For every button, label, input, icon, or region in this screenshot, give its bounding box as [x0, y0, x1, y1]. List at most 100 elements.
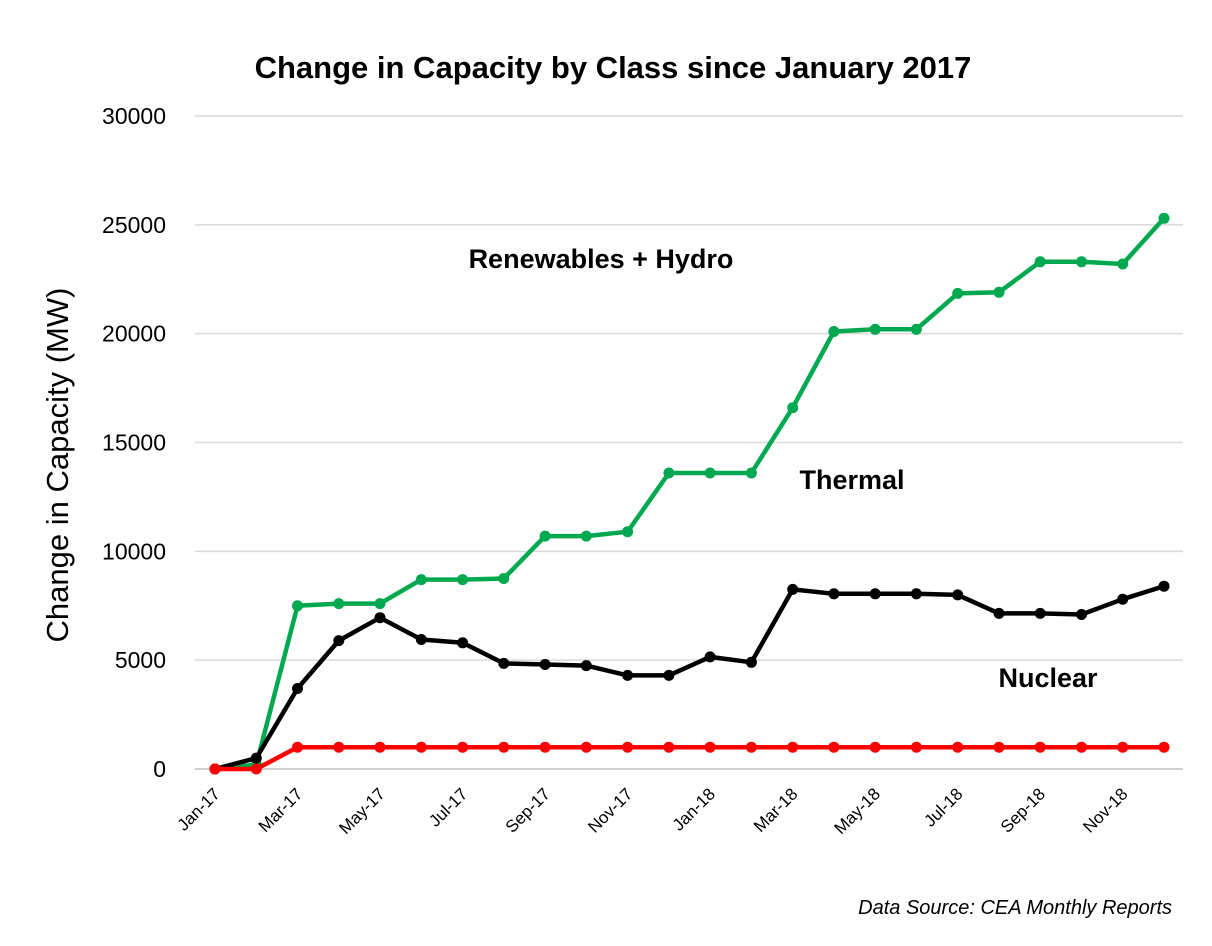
data-point-renewables-hydro — [663, 467, 675, 479]
data-point-renewables-hydro — [580, 530, 592, 542]
series-label-nuclear: Nuclear — [998, 663, 1098, 693]
data-point-nuclear — [374, 741, 386, 753]
data-point-nuclear — [457, 741, 469, 753]
data-point-nuclear — [539, 741, 551, 753]
data-point-nuclear — [910, 741, 922, 753]
data-point-renewables-hydro — [1158, 212, 1170, 224]
data-point-renewables-hydro — [787, 402, 799, 414]
x-tick-label: Jan-18 — [669, 784, 719, 834]
data-point-renewables-hydro — [1076, 256, 1087, 268]
data-point-nuclear — [704, 741, 716, 753]
data-point-nuclear — [1117, 741, 1129, 753]
data-point-thermal — [787, 583, 799, 595]
data-point-thermal — [539, 659, 551, 670]
data-point-thermal — [952, 589, 964, 601]
x-tick-label: Jul-17 — [425, 784, 471, 830]
data-point-thermal — [498, 657, 510, 669]
x-tick-label: Jan-17 — [174, 784, 224, 834]
data-point-nuclear — [1158, 741, 1170, 753]
x-tick-label: Sep-18 — [997, 784, 1049, 836]
data-point-thermal — [1076, 609, 1087, 620]
data-point-nuclear — [622, 741, 634, 753]
series-label-renewables: Renewables + Hydro — [469, 244, 734, 274]
series-line-renewables-hydro — [212, 216, 1167, 772]
data-point-thermal — [1034, 607, 1046, 619]
y-tick-label: 5000 — [115, 647, 166, 673]
data-point-renewables-hydro — [1117, 258, 1129, 270]
x-tick-label: Nov-17 — [584, 784, 636, 836]
data-point-nuclear — [498, 741, 510, 753]
data-point-renewables-hydro — [292, 600, 303, 612]
y-tick-label: 15000 — [102, 430, 166, 456]
data-point-renewables-hydro — [828, 326, 840, 337]
series-line-nuclear — [212, 744, 1167, 772]
y-axis-ticks: 0 5000 10000 15000 20000 25000 30000 — [102, 103, 166, 782]
data-point-nuclear — [580, 741, 592, 753]
data-point-renewables-hydro — [457, 574, 469, 586]
series-nuclear — [209, 741, 1170, 775]
data-point-thermal — [910, 588, 922, 600]
x-axis-ticks: Jan-17 Mar-17 May-17 Jul-17 Sep-17 Nov-17 Jan-… — [174, 784, 1132, 838]
data-point-nuclear — [1076, 741, 1087, 753]
data-point-thermal — [250, 752, 262, 764]
data-point-renewables-hydro — [498, 573, 510, 584]
x-tick-label: Sep-17 — [502, 784, 554, 836]
data-point-thermal — [1158, 580, 1170, 592]
data-point-nuclear — [993, 741, 1005, 753]
data-source-note: Data Source: CEA Monthly Reports — [858, 897, 1172, 919]
y-tick-label: 20000 — [102, 321, 166, 347]
data-point-renewables-hydro — [952, 287, 964, 299]
data-point-thermal — [374, 612, 386, 624]
data-point-renewables-hydro — [539, 530, 551, 542]
data-point-renewables-hydro — [1034, 256, 1046, 268]
data-point-thermal — [828, 588, 840, 600]
y-tick-label: 10000 — [102, 538, 166, 564]
data-point-renewables-hydro — [374, 598, 386, 610]
data-point-thermal — [292, 683, 303, 694]
data-point-thermal — [622, 669, 634, 681]
data-point-thermal — [993, 607, 1005, 619]
data-point-thermal — [869, 588, 881, 600]
data-point-renewables-hydro — [333, 598, 345, 610]
data-point-thermal — [580, 660, 592, 672]
data-point-nuclear — [415, 741, 427, 753]
series-label-thermal: Thermal — [799, 465, 904, 495]
data-point-nuclear — [333, 741, 345, 753]
x-tick-label: Jul-18 — [920, 784, 966, 830]
data-point-nuclear — [1034, 741, 1046, 753]
data-point-thermal — [1117, 593, 1129, 605]
y-axis-label: Change in Capacity (MW) — [40, 288, 75, 643]
data-point-nuclear — [209, 763, 221, 775]
series-line-thermal — [212, 583, 1167, 772]
data-point-nuclear — [250, 763, 262, 775]
data-point-thermal — [415, 634, 427, 645]
data-point-nuclear — [663, 741, 675, 753]
data-point-nuclear — [745, 741, 757, 753]
data-point-nuclear — [828, 741, 840, 753]
data-point-thermal — [333, 635, 345, 647]
data-point-renewables-hydro — [704, 467, 716, 479]
data-point-thermal — [457, 637, 469, 649]
data-point-renewables-hydro — [415, 574, 427, 586]
data-point-nuclear — [952, 741, 964, 753]
data-point-renewables-hydro — [869, 323, 881, 335]
data-point-renewables-hydro — [745, 467, 757, 479]
data-point-renewables-hydro — [993, 286, 1005, 298]
data-point-thermal — [704, 651, 716, 663]
x-tick-label: Nov-18 — [1079, 784, 1131, 836]
y-tick-label: 25000 — [102, 212, 166, 238]
y-tick-label: 30000 — [102, 103, 166, 129]
x-tick-label: May-17 — [335, 784, 389, 838]
data-point-nuclear — [869, 741, 881, 753]
series-layer — [209, 212, 1170, 775]
x-tick-label: Mar-17 — [255, 784, 307, 836]
x-tick-label: Mar-18 — [750, 784, 802, 836]
data-point-thermal — [663, 669, 675, 681]
x-tick-label: May-18 — [830, 784, 884, 838]
gridlines — [195, 115, 1183, 770]
data-point-renewables-hydro — [622, 526, 634, 538]
data-point-renewables-hydro — [910, 323, 922, 335]
data-point-nuclear — [787, 741, 799, 753]
